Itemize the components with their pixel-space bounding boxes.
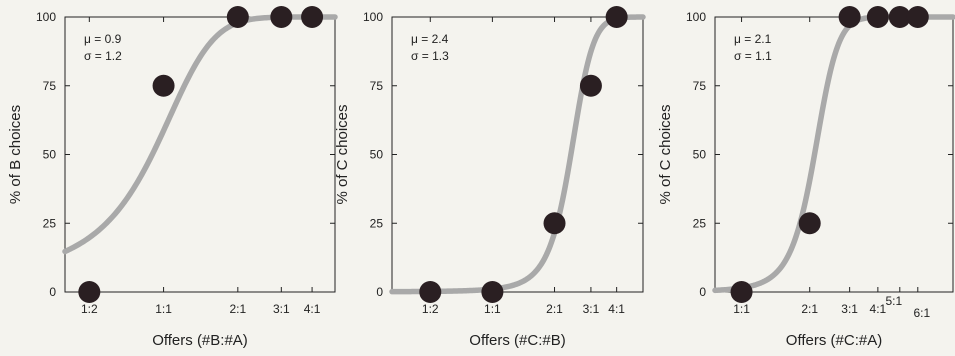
panels: 0 25 50 75 100 1:2 1:1 2:1 3:1 4:1 Offers (#B:#A)%… <box>7 6 955 349</box>
chart-panel-3: 0 25 50 75 100 1:1 2:1 3:1 4:15:1 6:1 Offers (#C:#… <box>657 6 955 349</box>
data-point <box>419 281 442 303</box>
y-tick-label: 50 <box>370 148 384 162</box>
y-tick-label: 50 <box>43 148 57 162</box>
data-point <box>798 212 821 235</box>
y-tick-label: 0 <box>699 285 706 299</box>
y-tick-label: 100 <box>36 10 56 24</box>
y-tick-label: 25 <box>693 216 707 230</box>
data-point <box>270 6 293 28</box>
x-tick-label: 4:1 <box>870 302 887 316</box>
x-axis-label: Offers (#C:#B) <box>469 332 565 349</box>
y-tick-label: 100 <box>363 10 383 24</box>
x-tick-label: 3:1 <box>841 302 858 316</box>
data-point <box>152 74 175 97</box>
x-tick-label: 6:1 <box>913 306 930 320</box>
x-tick-label: 4:1 <box>304 302 321 316</box>
y-axis-label: % of B choices <box>7 105 24 204</box>
x-tick-label: 1:1 <box>484 302 501 316</box>
x-axis-label: Offers (#C:#A) <box>786 332 882 349</box>
data-point <box>605 6 628 28</box>
y-tick-label: 0 <box>49 285 56 299</box>
x-tick-label: 4:1 <box>608 302 625 316</box>
sigma-annotation: σ = 1.3 <box>411 49 449 63</box>
x-tick-label: 1:2 <box>81 302 98 316</box>
data-point <box>579 74 602 97</box>
x-tick-label: 1:1 <box>733 302 750 316</box>
y-tick-label: 75 <box>693 79 707 93</box>
data-point <box>866 6 889 28</box>
chart-panel-2: 0 25 50 75 100 1:2 1:1 2:1 3:1 4:1 Offers (#C:#B)%… <box>334 6 646 349</box>
mu-annotation: μ = 2.4 <box>411 32 449 46</box>
mu-annotation: μ = 2.1 <box>734 32 772 46</box>
y-tick-label: 0 <box>376 285 383 299</box>
sigma-annotation: σ = 1.2 <box>84 49 122 63</box>
data-point <box>481 281 504 303</box>
data-point <box>838 6 861 28</box>
data-point <box>906 6 929 28</box>
mu-annotation: μ = 0.9 <box>84 32 122 46</box>
x-tick-label: 1:1 <box>155 302 172 316</box>
data-point <box>543 212 566 235</box>
y-tick-label: 25 <box>370 216 384 230</box>
data-point <box>226 6 249 28</box>
y-axis-label: % of C choices <box>657 104 674 204</box>
x-tick-label: 1:2 <box>422 302 439 316</box>
data-point <box>888 6 911 28</box>
data-point <box>730 281 753 303</box>
x-tick-label: 2:1 <box>229 302 246 316</box>
y-tick-label: 50 <box>693 148 707 162</box>
x-tick-label: 2:1 <box>801 302 818 316</box>
y-tick-label: 75 <box>370 79 384 93</box>
x-tick-label: 2:1 <box>546 302 563 316</box>
y-axis-label: % of C choices <box>334 104 351 204</box>
chart-panel-1: 0 25 50 75 100 1:2 1:1 2:1 3:1 4:1 Offers (#B:#A)%… <box>7 6 338 349</box>
y-tick-label: 100 <box>686 10 706 24</box>
y-tick-label: 75 <box>43 79 57 93</box>
data-point <box>301 6 324 28</box>
x-axis-label: Offers (#B:#A) <box>152 332 248 349</box>
y-tick-label: 25 <box>43 216 57 230</box>
x-tick-label: 5:1 <box>885 294 902 308</box>
data-point <box>78 281 101 303</box>
x-tick-label: 3:1 <box>583 302 600 316</box>
x-tick-label: 3:1 <box>273 302 290 316</box>
sigma-annotation: σ = 1.1 <box>734 49 772 63</box>
